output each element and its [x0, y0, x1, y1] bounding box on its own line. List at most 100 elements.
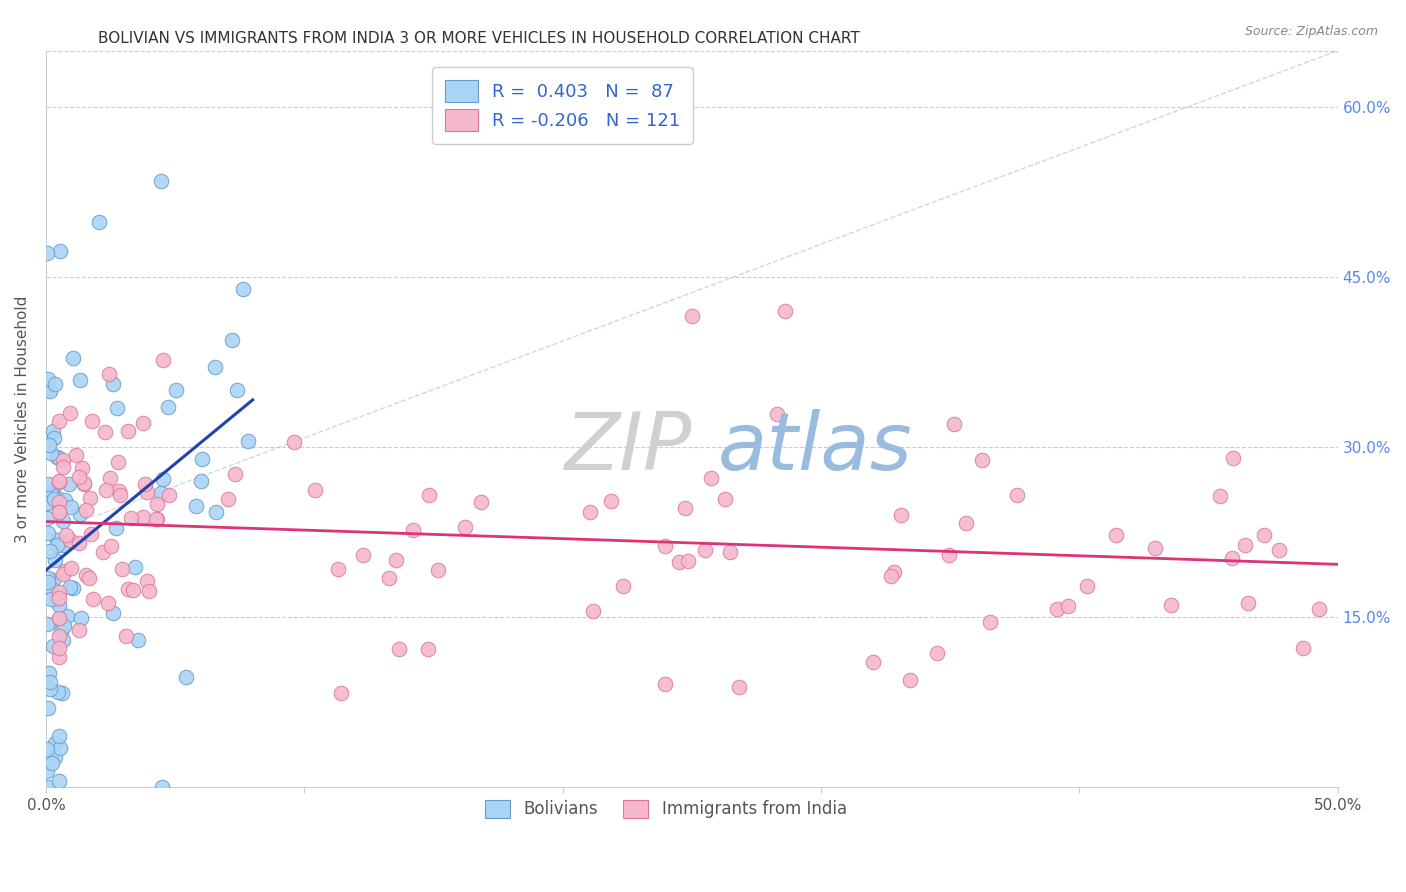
Point: [728, 680, 751, 694]
Point: [388, 641, 411, 656]
Point: [176, 670, 198, 684]
Point: [44, 736, 66, 750]
Point: [668, 555, 690, 569]
Point: [681, 309, 703, 323]
Point: [48, 591, 70, 605]
Point: [52, 619, 75, 633]
Point: [37, 780, 59, 794]
Point: [44, 377, 66, 392]
Point: [127, 632, 149, 647]
Point: [37, 372, 59, 386]
Point: [42, 639, 65, 653]
Point: [979, 615, 1001, 629]
Point: [72, 461, 94, 475]
Point: [105, 521, 128, 535]
Point: [79, 491, 101, 505]
Point: [1104, 528, 1126, 542]
Point: [59, 561, 82, 575]
Point: [226, 383, 249, 397]
Point: [69, 611, 91, 625]
Point: [52, 459, 75, 474]
Point: [37, 382, 59, 396]
Point: [1209, 489, 1232, 503]
Point: [612, 579, 634, 593]
Point: [52, 453, 75, 467]
Point: [46, 592, 69, 607]
Point: [39, 591, 62, 606]
Point: [111, 562, 134, 576]
Point: [67, 624, 90, 638]
Point: [49, 244, 72, 259]
Point: [205, 505, 228, 519]
Point: [1076, 579, 1098, 593]
Point: [165, 383, 187, 397]
Point: [124, 560, 146, 574]
Point: [51, 686, 73, 700]
Point: [45, 538, 67, 552]
Point: [48, 450, 70, 465]
Point: [1234, 538, 1257, 552]
Point: [58, 477, 80, 491]
Text: atlas: atlas: [717, 409, 912, 487]
Point: [42, 431, 65, 445]
Point: [122, 583, 145, 598]
Point: [150, 485, 173, 500]
Point: [56, 609, 79, 624]
Point: [599, 494, 621, 508]
Point: [48, 611, 70, 625]
Point: [80, 414, 103, 428]
Point: [98, 368, 121, 382]
Point: [1236, 596, 1258, 610]
Point: [115, 629, 138, 643]
Point: [52, 514, 75, 528]
Point: [38, 681, 60, 696]
Point: [1253, 528, 1275, 542]
Point: [59, 533, 82, 548]
Point: [97, 596, 120, 610]
Point: [55, 492, 77, 507]
Text: Source: ZipAtlas.com: Source: ZipAtlas.com: [1244, 25, 1378, 38]
Point: [943, 417, 966, 431]
Point: [49, 741, 72, 756]
Point: [1222, 450, 1244, 465]
Point: [136, 485, 159, 500]
Point: [217, 491, 239, 506]
Point: [718, 545, 741, 559]
Point: [453, 520, 475, 534]
Point: [48, 774, 70, 789]
Point: [416, 642, 439, 657]
Point: [328, 562, 350, 576]
Point: [146, 512, 169, 526]
Point: [654, 540, 676, 554]
Point: [73, 477, 96, 491]
Point: [37, 574, 59, 589]
Point: [654, 677, 676, 691]
Point: [132, 510, 155, 524]
Point: [44, 750, 66, 764]
Point: [42, 424, 65, 438]
Point: [152, 352, 174, 367]
Legend: Bolivians, Immigrants from India: Bolivians, Immigrants from India: [477, 791, 855, 827]
Point: [37, 525, 59, 540]
Point: [67, 536, 90, 550]
Point: [862, 655, 884, 669]
Point: [1005, 488, 1028, 502]
Point: [579, 505, 602, 519]
Point: [1220, 550, 1243, 565]
Point: [65, 448, 87, 462]
Point: [136, 574, 159, 588]
Point: [107, 401, 129, 416]
Point: [108, 484, 131, 499]
Point: [94, 425, 117, 440]
Point: [37, 741, 59, 756]
Point: [45, 533, 67, 547]
Point: [48, 414, 70, 428]
Point: [62, 351, 84, 365]
Point: [110, 488, 132, 502]
Point: [107, 455, 129, 469]
Point: [41, 582, 63, 596]
Point: [1308, 602, 1330, 616]
Point: [427, 563, 450, 577]
Point: [37, 245, 59, 260]
Point: [150, 780, 173, 794]
